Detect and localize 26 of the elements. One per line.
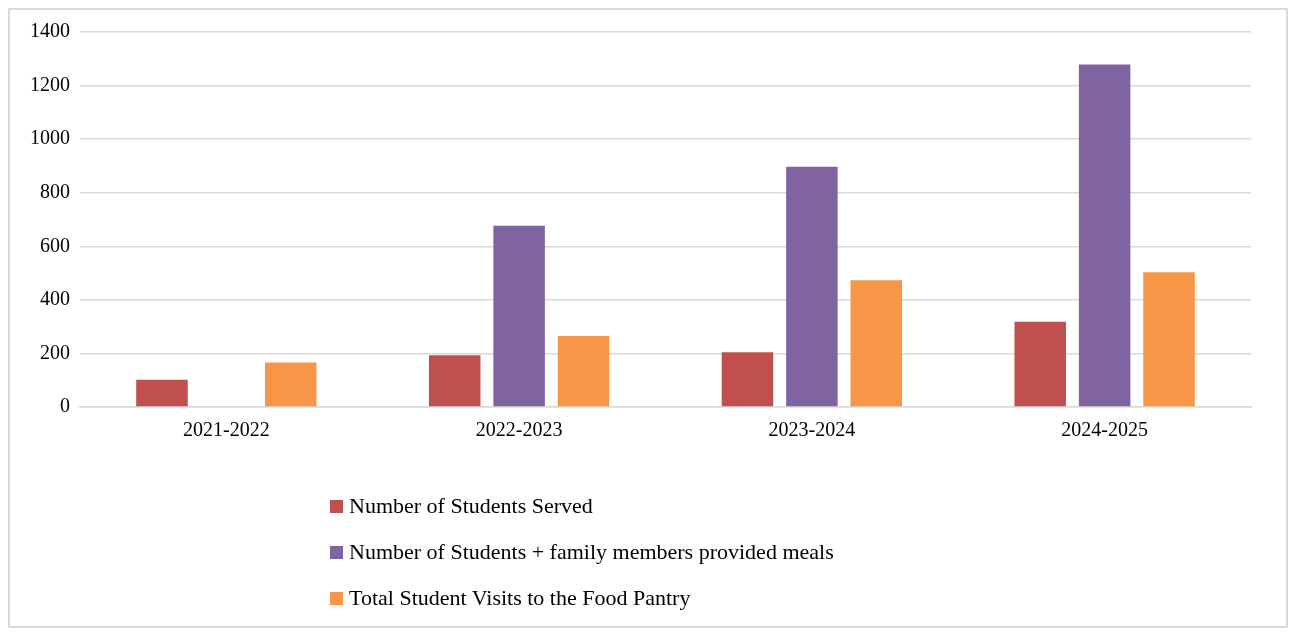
- y-tick-label: 400: [40, 287, 70, 310]
- legend-label: Number of Students Served: [349, 493, 593, 519]
- y-tick-label: 200: [40, 340, 70, 363]
- bar: [428, 355, 481, 407]
- bar: [1078, 64, 1131, 407]
- x-tick-label: 2023-2024: [768, 418, 856, 441]
- y-tick-label: 1000: [30, 126, 70, 149]
- y-tick-label: 0: [60, 394, 70, 417]
- bar: [136, 379, 188, 407]
- y-tick-label: 1200: [30, 72, 70, 95]
- bar: [1014, 321, 1066, 407]
- bar: [1143, 272, 1195, 407]
- bar: [721, 352, 774, 407]
- y-tick-label: 1400: [30, 19, 70, 42]
- y-tick-label: 600: [40, 233, 70, 256]
- x-tick-label: 2024-2025: [1061, 418, 1148, 441]
- legend-label: Total Student Visits to the Food Pantry: [349, 585, 691, 611]
- y-tick-label: 800: [40, 179, 70, 202]
- bar: [786, 166, 838, 407]
- legend-label: Number of Students + family members provided meals: [349, 539, 834, 565]
- bar: [850, 280, 903, 407]
- bar: [557, 336, 610, 407]
- bar: [493, 225, 545, 407]
- bar: [265, 362, 317, 407]
- x-tick-label: 2022-2023: [475, 418, 563, 441]
- x-tick-label: 2021-2022: [183, 418, 270, 441]
